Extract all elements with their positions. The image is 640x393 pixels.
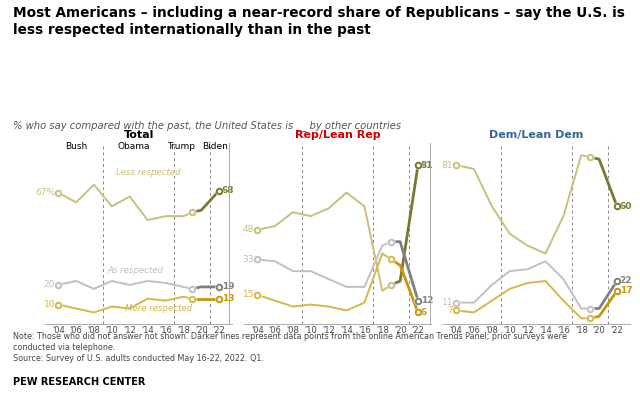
Title: Total: Total	[124, 130, 154, 140]
Text: 20: 20	[44, 281, 55, 289]
Text: Most Americans – including a near-record share of Republicans – say the U.S. is
: Most Americans – including a near-record…	[13, 6, 625, 37]
Title: Dem/Lean Dem: Dem/Lean Dem	[490, 130, 584, 140]
Text: Bush: Bush	[65, 142, 87, 151]
Text: Note: Those who did not answer not shown. Darker lines represent data points fro: Note: Those who did not answer not shown…	[13, 332, 566, 363]
Text: 10: 10	[44, 300, 55, 309]
Text: Trump: Trump	[168, 142, 196, 151]
Text: 22: 22	[620, 277, 632, 285]
Text: 19: 19	[222, 283, 234, 291]
Text: 11: 11	[442, 298, 453, 307]
Text: 48: 48	[243, 226, 254, 234]
Text: 6: 6	[420, 308, 427, 317]
Text: 81: 81	[442, 161, 453, 169]
Text: 15: 15	[243, 290, 254, 299]
Text: 12: 12	[420, 296, 433, 305]
Text: 81: 81	[420, 161, 433, 169]
Text: 7: 7	[447, 306, 453, 315]
Text: PEW RESEARCH CENTER: PEW RESEARCH CENTER	[13, 377, 145, 387]
Text: Less respected: Less respected	[116, 168, 181, 177]
Text: As respected: As respected	[108, 266, 163, 275]
Title: Rep/Lean Rep: Rep/Lean Rep	[295, 130, 380, 140]
Text: 67%: 67%	[35, 188, 55, 197]
Text: Biden: Biden	[202, 142, 228, 151]
Text: 17: 17	[620, 286, 632, 295]
Text: % who say compared with the past, the United States is __ by other countries: % who say compared with the past, the Un…	[13, 120, 401, 131]
Text: Obama: Obama	[118, 142, 150, 151]
Text: More respected: More respected	[125, 305, 193, 314]
Text: 68: 68	[222, 186, 234, 195]
Text: 60: 60	[620, 202, 632, 211]
Text: 13: 13	[222, 294, 234, 303]
Text: 33: 33	[243, 255, 254, 264]
